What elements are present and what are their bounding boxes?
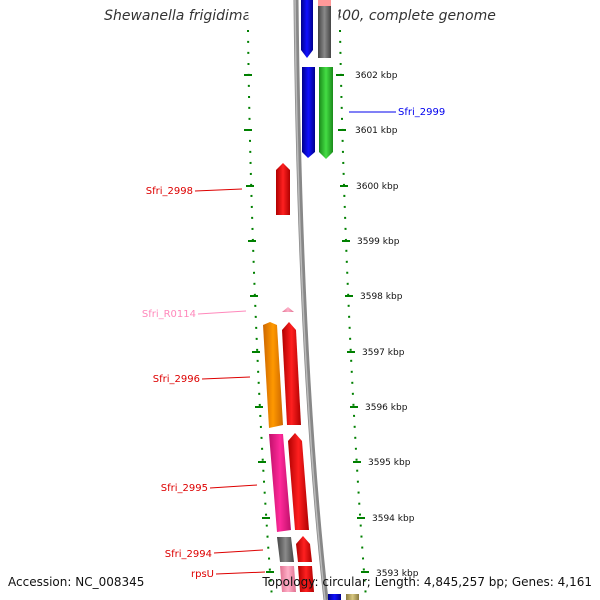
gene-feature-sfri-2995[interactable] — [269, 434, 291, 532]
leader-line-sfri-2998 — [194, 188, 243, 192]
tick-label: 3602 kbp — [355, 71, 398, 81]
tick-label: 3596 kbp — [365, 403, 408, 413]
gene-feature-red-2995b[interactable] — [288, 433, 309, 530]
leader-line-sfri-2995 — [209, 484, 258, 489]
leader-line-sfri-2996 — [201, 376, 251, 380]
gene-feature-tan-bottom[interactable] — [346, 594, 359, 600]
gene-feature-pink-top[interactable] — [318, 0, 331, 6]
gene-label-sfri-2994[interactable]: Sfri_2994 — [165, 549, 212, 560]
tick-label: 3599 kbp — [357, 237, 400, 247]
left-ticks — [244, 74, 274, 573]
genome-backbone-highlight — [294, 0, 326, 600]
gene-feature-blue-bottom[interactable] — [328, 594, 341, 600]
gene-label-rpsu[interactable]: rpsU — [191, 569, 214, 580]
right-ticks — [336, 74, 369, 573]
tick-label: 3595 kbp — [368, 458, 411, 468]
genome-backbone — [293, 0, 329, 600]
gene-feature-red-2996b[interactable] — [282, 322, 301, 425]
gene-feature-blue-top[interactable] — [301, 0, 313, 58]
genome-summary-text: Topology: circular; Length: 4,845,257 bp… — [262, 575, 592, 589]
gene-feature-sfri-2999[interactable] — [319, 67, 333, 159]
gene-feature-gray-top[interactable] — [318, 0, 331, 58]
gene-feature-sfri-2996[interactable] — [263, 322, 283, 428]
gene-label-sfri-2998[interactable]: Sfri_2998 — [146, 186, 193, 197]
gene-feature-sfri-2998[interactable] — [276, 163, 290, 215]
tick-label: 3593 kbp — [376, 569, 419, 579]
tick-label: 3601 kbp — [355, 126, 398, 136]
tick-label: 3597 kbp — [362, 348, 405, 358]
leader-line-rpsu — [215, 571, 266, 575]
gene-feature-rpsu[interactable] — [280, 566, 296, 592]
leader-line-sfri-r0114 — [197, 310, 247, 315]
gene-feature-sfri-2994[interactable] — [277, 537, 294, 562]
gene-label-sfri-2995[interactable]: Sfri_2995 — [161, 483, 208, 494]
leader-line-sfri-2994 — [213, 549, 264, 554]
gene-feature-blue[interactable] — [302, 67, 315, 158]
gene-label-sfri-2999[interactable]: Sfri_2999 — [398, 107, 445, 118]
gene-label-sfri-r0114[interactable]: Sfri_R0114 — [142, 309, 196, 320]
gene-feature-sfri-r0114[interactable] — [282, 307, 294, 312]
gene-feature-red-bottom[interactable] — [298, 566, 314, 592]
tick-label: 3598 kbp — [360, 292, 403, 302]
accession-text: Accession: NC_008345 — [8, 575, 145, 589]
tick-label: 3600 kbp — [356, 182, 399, 192]
gene-feature-red-2994b[interactable] — [296, 536, 312, 562]
tick-label: 3594 kbp — [372, 514, 415, 524]
gene-label-sfri-2996[interactable]: Sfri_2996 — [153, 374, 200, 385]
